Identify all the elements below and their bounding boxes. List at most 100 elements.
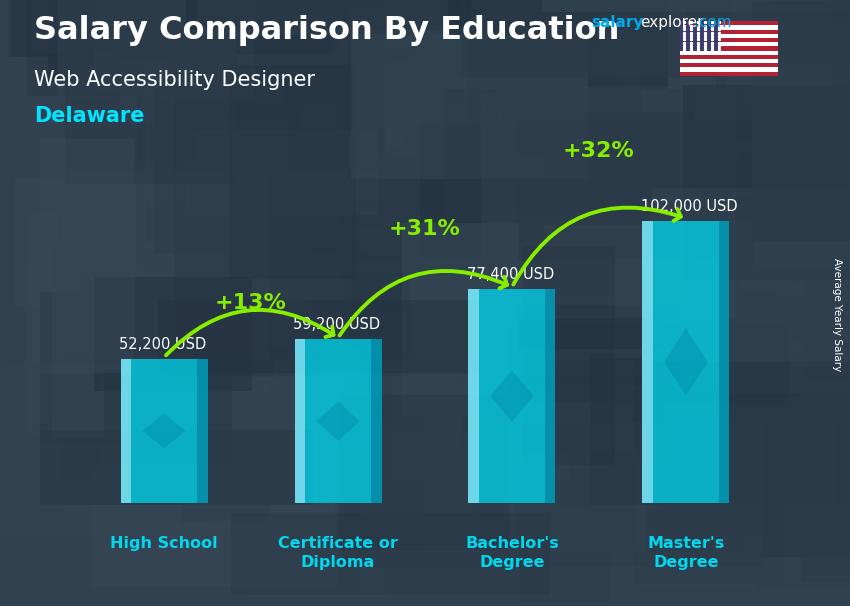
Bar	[468, 289, 555, 503]
Bar	[456, 0, 601, 46]
Bar	[663, 297, 850, 537]
Bar	[178, 176, 440, 278]
Bar	[187, 51, 479, 175]
Bar	[516, 119, 789, 349]
Bar	[572, 0, 850, 150]
Bar	[643, 221, 653, 503]
Bar	[402, 368, 598, 501]
Bar	[94, 0, 212, 93]
Bar	[26, 0, 226, 96]
Bar	[762, 422, 850, 558]
Bar	[116, 0, 424, 61]
Text: explorer: explorer	[640, 15, 704, 30]
Bar	[201, 104, 517, 222]
Bar	[303, 65, 391, 147]
Bar	[295, 339, 382, 503]
Bar	[782, 201, 850, 396]
Bar	[65, 0, 237, 184]
Bar	[754, 130, 850, 320]
Bar	[411, 230, 517, 307]
Bar	[231, 513, 550, 595]
Bar	[757, 212, 850, 286]
Bar	[174, 184, 496, 376]
Bar	[373, 124, 548, 256]
Bar	[212, 93, 480, 273]
Bar	[680, 47, 778, 50]
Bar	[461, 0, 733, 77]
Bar	[409, 225, 689, 305]
Bar	[201, 261, 296, 451]
Bar	[300, 15, 405, 252]
Bar	[474, 268, 790, 349]
Bar	[569, 22, 749, 254]
Bar	[784, 484, 850, 553]
Bar	[481, 87, 736, 318]
Bar	[69, 275, 329, 347]
Bar	[430, 16, 519, 236]
Bar	[486, 0, 582, 140]
Bar	[560, 330, 663, 507]
Bar	[197, 0, 448, 35]
Text: Web Accessibility Designer: Web Accessibility Designer	[34, 70, 315, 90]
Bar	[728, 0, 850, 103]
Bar	[479, 152, 651, 376]
Bar	[683, 85, 850, 280]
Bar	[275, 359, 522, 553]
Bar	[802, 353, 850, 582]
Bar	[762, 195, 850, 257]
Bar	[468, 289, 479, 503]
Bar	[196, 119, 286, 199]
Bar	[770, 0, 850, 228]
Bar	[92, 469, 339, 587]
Bar	[33, 302, 255, 422]
Bar	[300, 264, 427, 421]
Bar	[9, 0, 117, 58]
Bar	[388, 253, 579, 474]
Text: Certificate or
Diploma: Certificate or Diploma	[278, 536, 398, 570]
Bar	[348, 158, 544, 271]
Bar	[762, 311, 850, 413]
Bar	[337, 0, 642, 229]
Bar	[502, 112, 694, 315]
Bar	[60, 353, 316, 479]
Bar	[181, 399, 269, 524]
Bar	[184, 159, 290, 228]
Bar	[235, 0, 332, 55]
Polygon shape	[664, 328, 708, 396]
Bar	[246, 301, 569, 508]
Bar	[85, 241, 255, 328]
Text: 77,400 USD: 77,400 USD	[467, 267, 554, 282]
Bar	[185, 130, 378, 215]
Bar	[507, 324, 789, 404]
Bar	[680, 55, 778, 59]
Bar	[428, 161, 638, 256]
Bar	[825, 0, 850, 34]
Bar	[81, 199, 337, 381]
Bar	[438, 0, 640, 15]
Bar	[28, 213, 275, 397]
Bar	[145, 39, 468, 201]
Bar	[652, 188, 850, 362]
Bar	[719, 221, 729, 503]
Bar	[694, 195, 850, 340]
Bar	[264, 0, 394, 12]
Bar	[427, 0, 677, 122]
Bar	[754, 62, 850, 268]
Bar	[680, 30, 778, 34]
Bar	[680, 21, 778, 25]
Bar	[336, 450, 506, 541]
Bar	[119, 34, 255, 124]
Bar	[206, 424, 447, 536]
Bar	[774, 0, 850, 107]
Bar	[60, 348, 361, 413]
Bar	[174, 0, 385, 173]
Bar	[680, 63, 778, 67]
Bar	[751, 304, 850, 491]
Text: Average Yearly Salary: Average Yearly Salary	[832, 259, 842, 371]
Bar	[772, 58, 850, 247]
Bar	[420, 124, 719, 259]
Bar	[422, 0, 596, 186]
Bar	[193, 177, 352, 349]
Bar	[595, 285, 713, 522]
Bar	[303, 0, 542, 8]
